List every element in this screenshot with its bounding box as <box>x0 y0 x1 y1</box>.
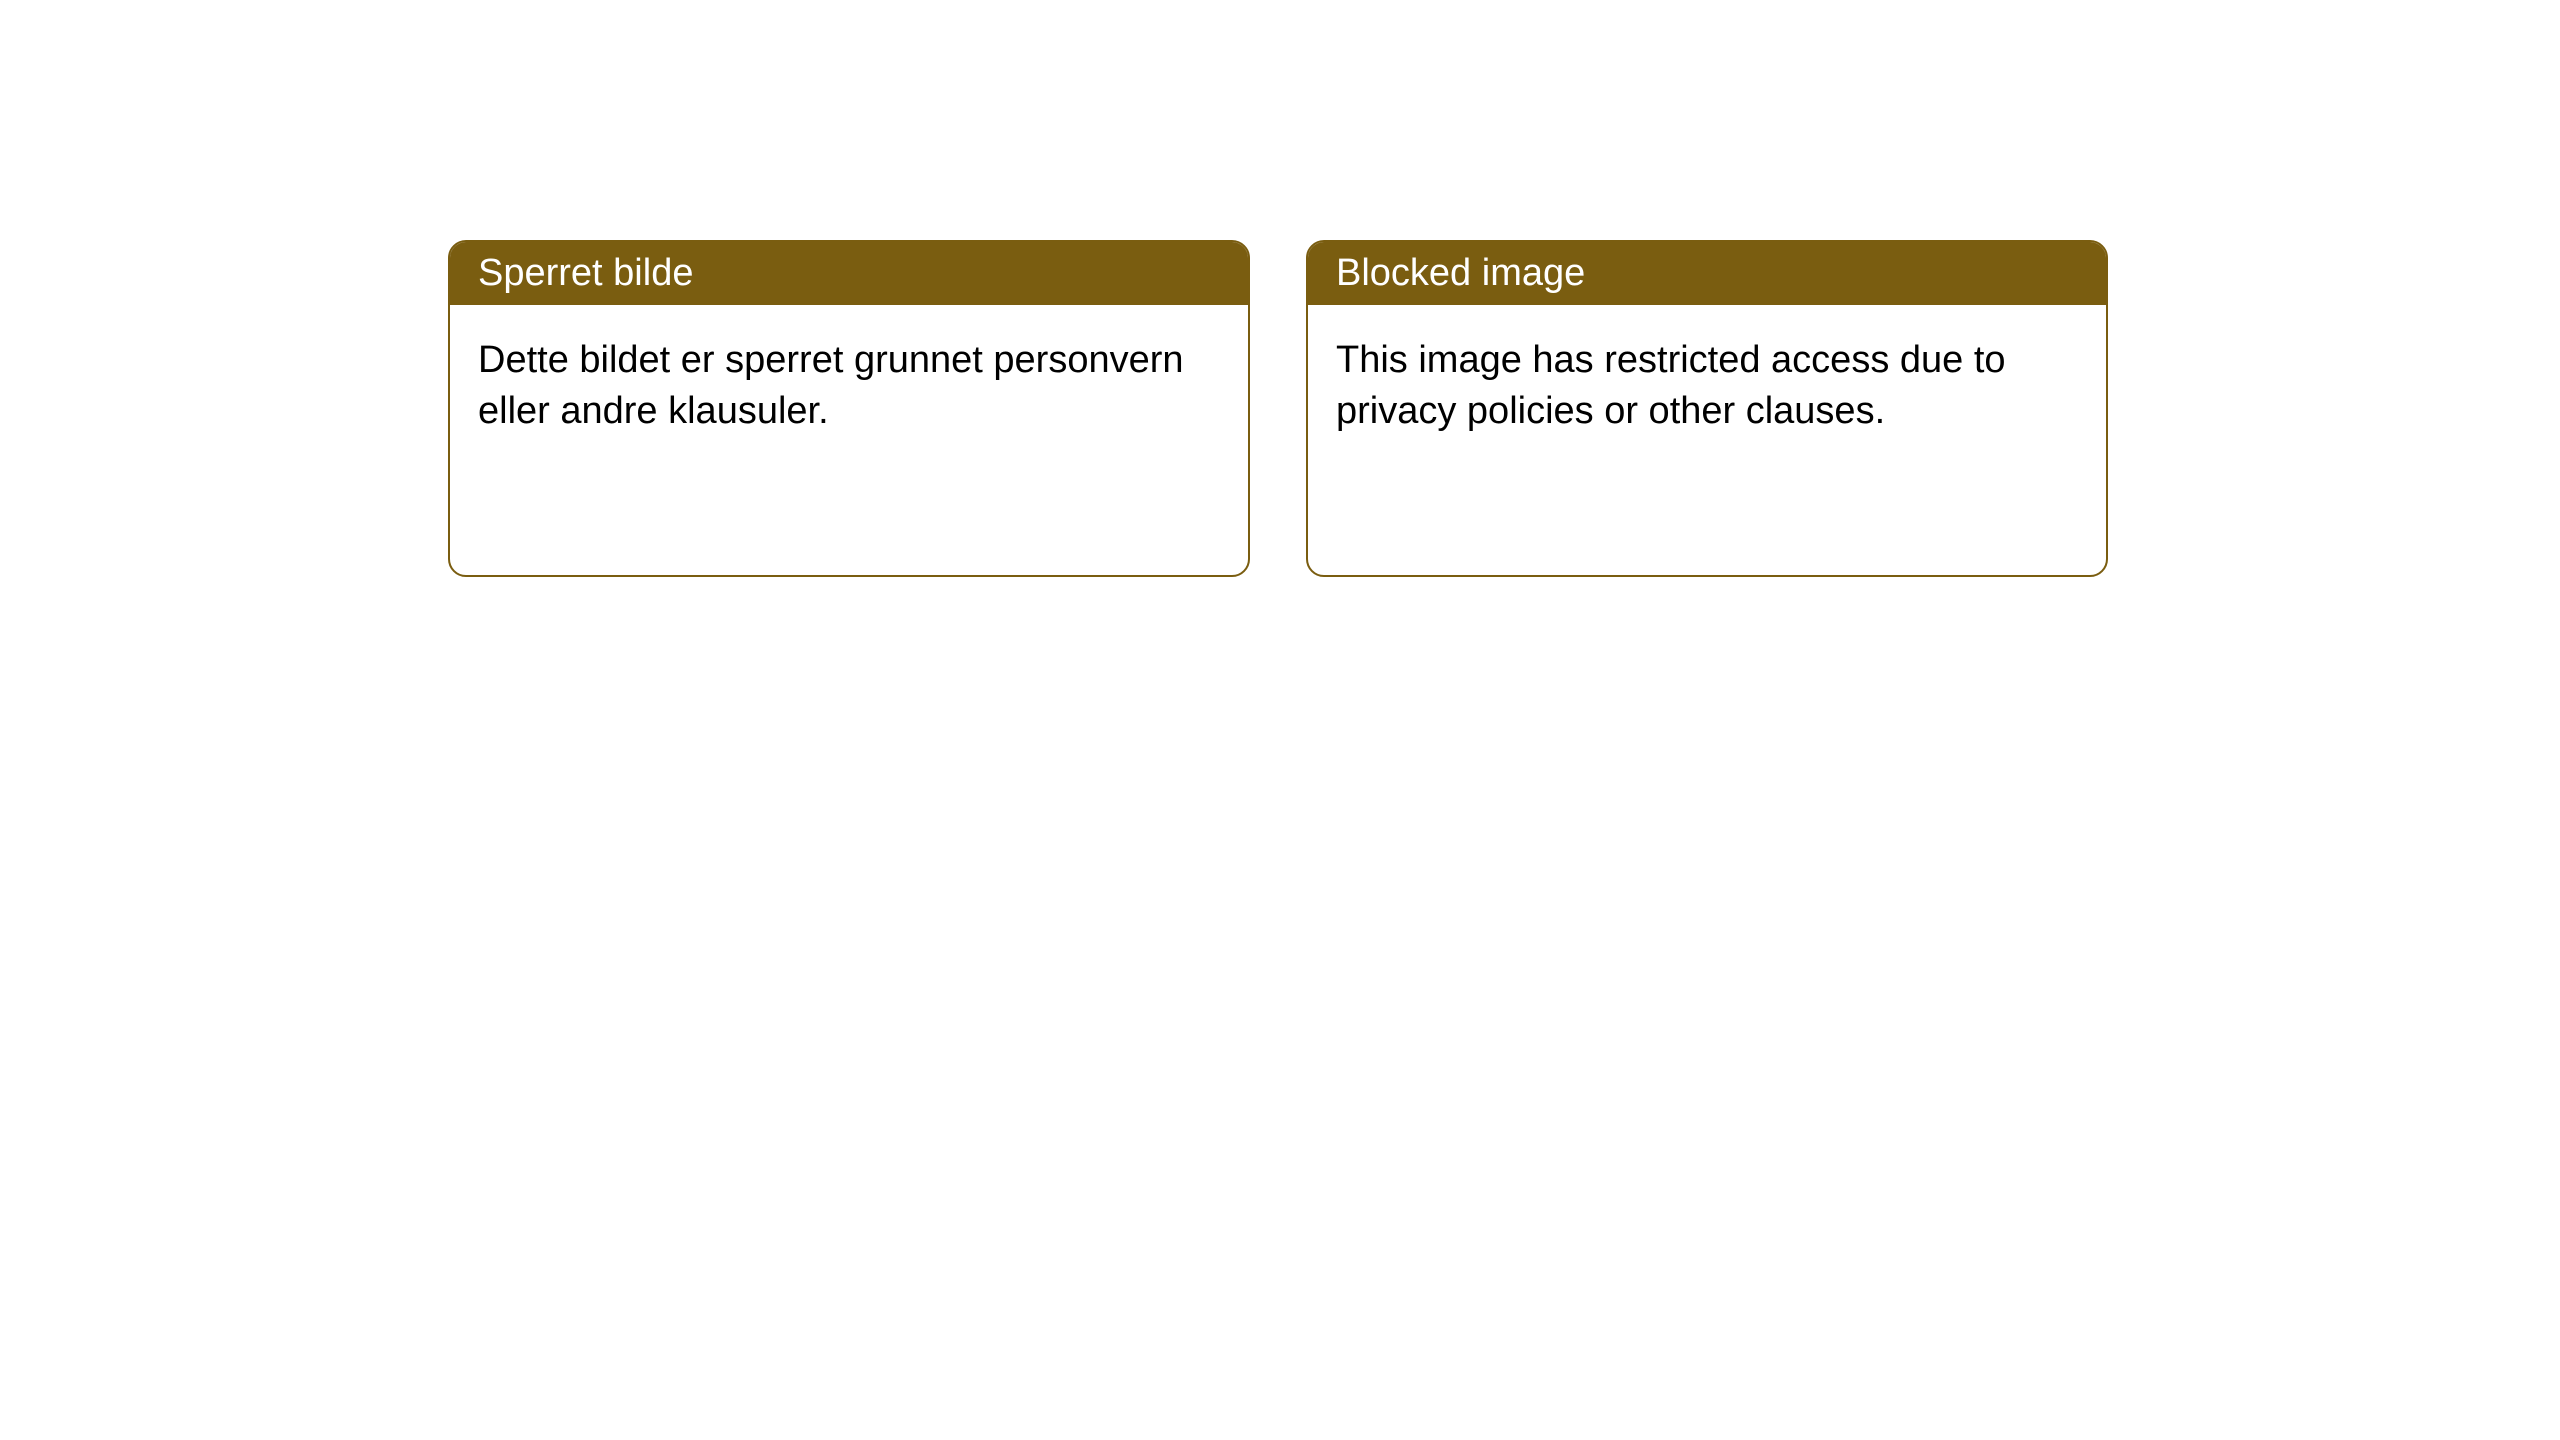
notice-card-title: Sperret bilde <box>478 252 693 294</box>
notice-card-body: Dette bildet er sperret grunnet personve… <box>450 305 1248 575</box>
notice-card-body: This image has restricted access due to … <box>1308 305 2106 575</box>
notice-card-title: Blocked image <box>1336 252 1585 294</box>
notice-card-norwegian: Sperret bilde Dette bildet er sperret gr… <box>448 240 1250 577</box>
notice-card-header: Blocked image <box>1308 242 2106 305</box>
notice-card-header: Sperret bilde <box>450 242 1248 305</box>
notice-card-body-text: This image has restricted access due to … <box>1336 339 2006 432</box>
notice-card-english: Blocked image This image has restricted … <box>1306 240 2108 577</box>
notice-card-body-text: Dette bildet er sperret grunnet personve… <box>478 339 1184 432</box>
notice-cards-container: Sperret bilde Dette bildet er sperret gr… <box>0 0 2560 577</box>
